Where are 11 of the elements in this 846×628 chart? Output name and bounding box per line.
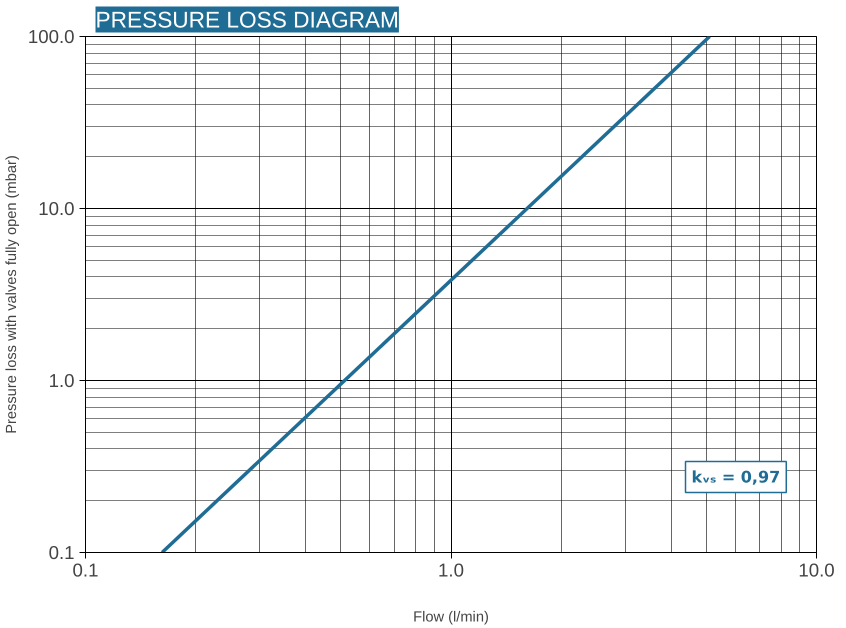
y-tick-label: 10.0	[38, 198, 74, 219]
y-tick-label: 1.0	[48, 370, 75, 391]
x-tick-label: 10.0	[798, 560, 835, 580]
y-axis-title: Pressure loss with valves fully open (mbar)	[4, 155, 20, 434]
chart-title: PRESSURE LOSS DIAGRAM	[96, 6, 399, 32]
y-tick-label: 0.1	[48, 542, 75, 563]
y-tick-label: 100.0	[28, 26, 74, 47]
x-axis-title: Flow (l/min)	[413, 610, 489, 626]
annotation: kᵥₛ = 0,97	[692, 468, 780, 486]
x-tick-label: 1.0	[438, 560, 464, 580]
x-tick-label: 0.1	[72, 560, 98, 580]
